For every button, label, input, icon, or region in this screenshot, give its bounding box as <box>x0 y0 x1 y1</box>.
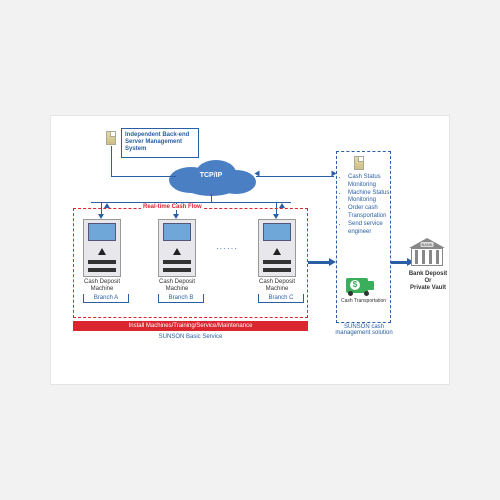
connector <box>211 194 212 202</box>
machine-caption: Cash Deposit Machine <box>79 279 125 293</box>
branch-label: Branch A <box>83 294 129 303</box>
server-icon <box>354 156 364 170</box>
connector <box>111 146 112 176</box>
connector <box>308 261 331 264</box>
machine-caption: Cash Deposit Machine <box>154 279 200 293</box>
bank-icon: BANK <box>411 238 447 266</box>
backend-server-box: Independent Back-end Server Management S… <box>121 128 199 158</box>
bank-caption: Bank Deposit Or Private Vault <box>406 271 450 293</box>
cash-deposit-machine <box>258 219 296 277</box>
install-bar: Install Machines/Training/Service/Mainte… <box>73 321 308 331</box>
cash-deposit-machine <box>158 219 196 277</box>
connector <box>91 202 291 203</box>
bank-sign: BANK <box>421 242 434 247</box>
branch-label: Branch C <box>258 294 304 303</box>
basic-service-caption: SUNSON Basic Service <box>73 334 308 340</box>
realtime-label: Real-time Cash Flow <box>141 204 204 210</box>
cloud-label: TCP/IP <box>161 172 261 179</box>
truck-icon: $ <box>346 278 368 293</box>
cash-deposit-machine <box>83 219 121 277</box>
arrow-left-icon <box>255 171 260 177</box>
ellipsis: ······ <box>216 244 238 253</box>
branch-label: Branch B <box>158 294 204 303</box>
connector <box>111 176 176 177</box>
solution-footer: SUNSON cash management solution <box>334 324 394 336</box>
arrow-right-icon <box>329 258 336 266</box>
architecture-diagram: Independent Back-end Server Management S… <box>50 115 450 385</box>
machine-caption: Cash Deposit Machine <box>254 279 300 293</box>
connector <box>256 176 334 177</box>
server-icon <box>106 131 116 145</box>
solution-bullets: Cash Status Monitoring Machine Status Mo… <box>340 174 390 236</box>
transport-caption: Cash Transportation <box>337 298 390 304</box>
